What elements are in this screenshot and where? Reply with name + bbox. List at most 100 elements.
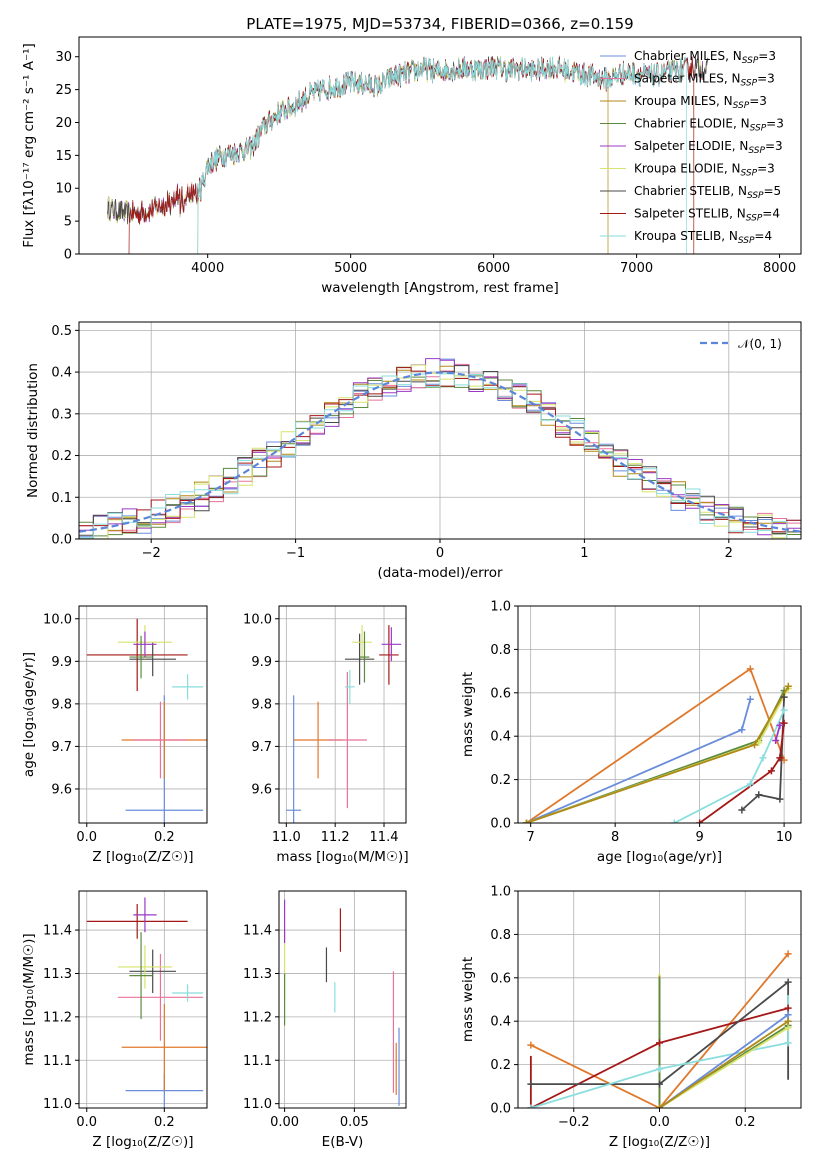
y-tick-label: 11.0	[43, 1097, 72, 1112]
y-tick-label: 11.4	[243, 924, 272, 939]
legend-label: Kroupa STELIB, NSSP=4	[634, 229, 772, 246]
y-tick-label: 0.6	[490, 686, 511, 701]
y-tick-label: 11.0	[243, 1097, 272, 1112]
weight-marker	[784, 1039, 792, 1047]
chart-massweight-vs-age: 7 8 9 10 0.0 0.2 0.4 0.6 0.8 1.0 age [log₁₀(age/yr…	[460, 600, 802, 865]
weight-marker	[780, 719, 788, 727]
y-tick-label: 0	[64, 248, 72, 263]
y-tick-label: 0.4	[490, 730, 511, 745]
weight-marker	[746, 695, 754, 703]
y-axis-label: mass weight	[460, 957, 476, 1042]
legend: 𝒩(0, 1)	[700, 337, 782, 351]
x-axis-label: age [log₁₀(age/yr)]	[597, 849, 722, 865]
y-tick-label: 0.0	[490, 1102, 511, 1117]
weight-marker	[784, 1004, 792, 1012]
x-axis-label: E(B-V)	[322, 1134, 364, 1150]
weight-marker	[776, 721, 784, 729]
x-tick-label: 6000	[477, 261, 510, 276]
weight-marker	[751, 741, 759, 749]
y-tick-label: 0.8	[490, 643, 511, 658]
axes-frame	[78, 605, 208, 824]
x-tick-label: 0.05	[340, 1115, 369, 1130]
plot-area	[286, 625, 402, 823]
y-tick-label: 11.4	[43, 924, 72, 939]
weight-marker	[656, 1065, 663, 1073]
axes-frame	[78, 321, 802, 540]
weight-marker	[780, 693, 788, 701]
x-axis-label: Z [log₁₀(Z/Z☉)]	[92, 849, 193, 865]
x-tick-label: −1	[286, 546, 305, 561]
weight-marker	[656, 1080, 663, 1088]
weight-marker	[527, 1104, 535, 1108]
y-tick-label: 25	[55, 83, 72, 98]
y-axis-label: Flux [fλ10⁻¹⁷ erg cm⁻² s⁻¹ A⁻¹]	[21, 43, 37, 248]
chart-spectrum: 4000 5000 6000 7000 8000 0 5 10 15 20 25 30 waveleng…	[21, 15, 802, 296]
y-tick-label: 0.4	[51, 366, 72, 381]
legend-label: Chabrier STELIB, NSSP=5	[634, 184, 781, 201]
y-tick-label: 5	[64, 215, 72, 230]
x-tick-label: 11.0	[272, 830, 301, 845]
legend-label: Salpeter ELODIE, NSSP=3	[634, 139, 783, 156]
y-tick-label: 9.9	[251, 655, 272, 670]
y-tick-label: 0.0	[490, 817, 511, 832]
y-tick-label: 0.4	[490, 1015, 511, 1030]
weight-marker	[738, 806, 746, 814]
x-tick-label: 0	[436, 546, 444, 561]
weight-marker	[746, 780, 754, 788]
weight-line	[741, 697, 785, 811]
x-tick-label: 5000	[334, 261, 367, 276]
plot-area	[86, 618, 207, 823]
y-tick-label: 10.0	[43, 612, 72, 627]
y-tick-label: 9.7	[251, 740, 272, 755]
y-tick-label: 11.1	[43, 1054, 72, 1069]
y-tick-label: 11.2	[43, 1010, 72, 1025]
x-tick-label: 8000	[763, 261, 796, 276]
weight-marker	[784, 1024, 792, 1032]
weight-line	[526, 699, 752, 823]
x-tick-label: 11.2	[321, 830, 350, 845]
y-tick-label: 30	[55, 50, 72, 65]
chart-title: PLATE=1975, MJD=53734, FIBERID=0366, z=0…	[246, 15, 633, 33]
weight-marker	[767, 767, 775, 775]
y-tick-label: 0.2	[490, 1058, 511, 1073]
axes-frame	[278, 605, 407, 824]
y-tick-label: 20	[55, 116, 72, 131]
plot-area	[79, 358, 801, 539]
y-tick-label: 0.2	[490, 773, 511, 788]
weight-marker	[527, 1080, 535, 1088]
x-tick-label: 0.2	[735, 1115, 756, 1130]
x-tick-label: 7	[527, 830, 535, 845]
axes-frame	[78, 36, 802, 255]
y-axis-label: Normed distribution	[25, 363, 41, 498]
y-tick-label: 15	[55, 149, 72, 164]
x-tick-label: 10	[776, 830, 793, 845]
weight-marker	[656, 1039, 663, 1047]
x-tick-label: 2	[725, 546, 733, 561]
weight-line	[699, 723, 785, 823]
y-axis-label: age [log₁₀(age/yr)]	[21, 652, 37, 777]
plot-area	[283, 899, 400, 1106]
weight-line	[530, 953, 789, 1108]
weight-marker	[784, 1017, 792, 1025]
y-axis-label: mass weight	[460, 672, 476, 757]
weight-marker	[696, 819, 704, 823]
legend-label: Chabrier ELODIE, NSSP=3	[634, 117, 784, 134]
legend-label: Kroupa MILES, NSSP=3	[634, 94, 767, 111]
weight-marker	[776, 754, 784, 762]
spectrum-line	[197, 56, 687, 254]
legend-label: Kroupa ELODIE, NSSP=3	[634, 162, 775, 179]
y-tick-label: 10.0	[243, 612, 272, 627]
x-tick-label: 0.0	[649, 1115, 670, 1130]
legend-label: 𝒩(0, 1)	[738, 337, 782, 351]
x-axis-label: mass [log₁₀(M/M☉)]	[276, 849, 408, 865]
x-tick-label: 0.00	[270, 1115, 299, 1130]
y-tick-label: 11.3	[43, 967, 72, 982]
y-tick-label: 9.8	[251, 697, 272, 712]
x-axis-label: Z [log₁₀(Z/Z☉)]	[92, 1134, 193, 1150]
chart-massweight-vs-Z: −0.2 0.0 0.2 0.0 0.2 0.4 0.6 0.8 1.0 Z [log₁₀(Z/Z…	[460, 885, 802, 1150]
spectrum-line	[128, 56, 695, 254]
weight-marker	[772, 737, 780, 745]
x-axis-label: wavelength [Angstrom, rest frame]	[321, 280, 559, 296]
x-tick-label: 7000	[620, 261, 653, 276]
